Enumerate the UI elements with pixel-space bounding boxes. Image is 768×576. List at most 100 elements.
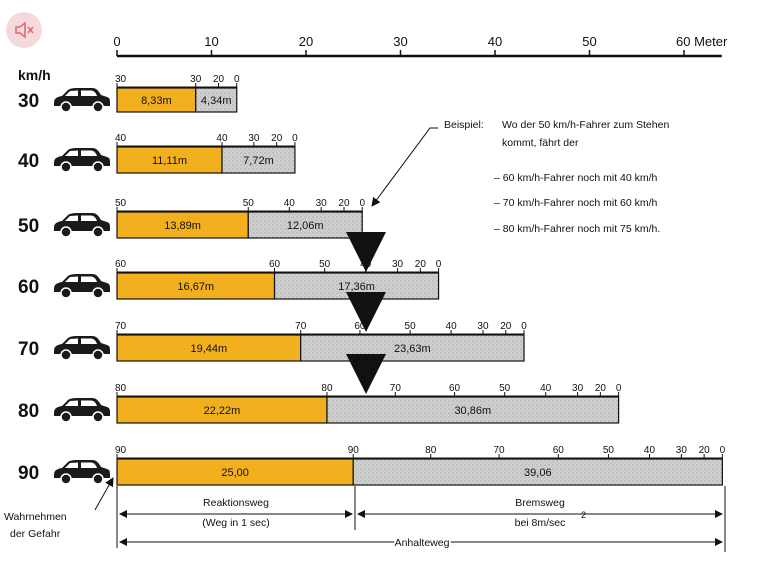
scale-tick-label: 60 Meter	[676, 34, 728, 49]
speed-ruler: 50 50 40 30 20 0	[115, 198, 365, 212]
speed-ruler-label: 40	[540, 383, 552, 394]
speed-ruler-label: 20	[415, 259, 427, 270]
speed-ruler-label: 50	[603, 445, 615, 456]
speed-label: 30	[18, 91, 39, 112]
vehicle-row-50: 50 13,89m 12,06m 50 50 40 30 20 0	[18, 198, 365, 239]
braking-distance-bar	[247, 211, 363, 239]
scale-tick-label: 10	[204, 34, 218, 49]
reaction-distance-bar	[116, 146, 223, 174]
speed-ruler-label: 30	[190, 74, 202, 85]
speed-ruler-label: 70	[115, 321, 127, 332]
speed-ruler-label: 0	[436, 259, 442, 270]
speed-ruler-label: 70	[295, 321, 307, 332]
braking-distance-label: 4,34m	[201, 95, 232, 107]
reaction-distance-label: 11,11m	[152, 155, 187, 167]
car-icon	[54, 336, 110, 361]
speed-ruler-label: 30	[477, 321, 489, 332]
car-icon	[54, 148, 110, 173]
speed-ruler-label: 50	[499, 383, 511, 394]
speed-ruler: 80 80 70 60 50 40 30 20 0	[115, 383, 622, 397]
reaction-label-line-1: Reaktionsweg	[203, 497, 269, 509]
reaction-distance-bar	[116, 458, 354, 486]
speed-ruler-label: 60	[553, 445, 565, 456]
speed-ruler-label: 60	[269, 259, 281, 270]
speed-ruler-label: 0	[521, 321, 527, 332]
speed-ruler-label: 20	[213, 74, 225, 85]
reaction-distance-label: 8,33m	[141, 95, 172, 107]
vehicle-rows: 30 8,33m 4,34m 30 30 20 0 40 11,11m 7,72m 40 40 30 20…	[18, 74, 726, 486]
speed-label: 60	[18, 277, 39, 298]
reaction-distance-label: 13,89m	[164, 220, 201, 232]
speed-ruler-label: 0	[292, 133, 298, 144]
speed-ruler: 90 90 80 70 60 50 40 30 20 0	[115, 445, 726, 459]
top-distance-scale: 0 10 20 30 40 50 60 Meter	[113, 34, 728, 58]
reaction-distance-label: 25,00	[221, 467, 249, 479]
speed-ruler-label: 30	[248, 133, 260, 144]
speed-ruler-label: 80	[321, 383, 333, 394]
braking-label-line-1: Bremsweg	[515, 497, 565, 509]
braking-distance-bar	[352, 458, 723, 486]
braking-distance-label: 30,86m	[454, 405, 491, 417]
reaction-distance-bar	[116, 396, 328, 424]
example-line-1: Wo der 50 km/h-Fahrer zum Stehen	[502, 119, 669, 131]
speed-ruler-label: 90	[115, 445, 127, 456]
car-icon	[54, 88, 110, 113]
speed-ruler-label: 50	[115, 198, 127, 209]
reaction-label-line-2: (Weg in 1 sec)	[202, 517, 270, 529]
speed-ruler-label: 0	[359, 198, 365, 209]
speed-ruler: 40 40 30 20 0	[115, 133, 298, 147]
braking-distance-label: 17,36m	[338, 281, 375, 293]
vehicle-row-80: 80 22,22m 30,86m 80 80 70 60 50 40 30 20 0	[18, 383, 622, 424]
reaction-distance-label: 22,22m	[204, 405, 241, 417]
speed-ruler-label: 50	[319, 259, 331, 270]
speed-ruler-label: 0	[234, 74, 240, 85]
scale-tick-label: 40	[488, 34, 502, 49]
speed-ruler-label: 40	[216, 133, 228, 144]
speed-ruler-label: 50	[405, 321, 417, 332]
braking-distance-label: 39,06	[524, 467, 552, 479]
speed-ruler-label: 50	[243, 198, 255, 209]
speed-ruler-label: 80	[115, 383, 127, 394]
example-item-70: – 70 km/h-Fahrer noch mit 60 km/h	[494, 197, 658, 209]
braking-label-line-2: bei 8m/sec	[515, 517, 566, 529]
braking-distance-bar	[221, 146, 296, 174]
braking-distance-label: 7,72m	[243, 155, 274, 167]
speed-ruler-label: 30	[392, 259, 404, 270]
speed-ruler: 70 70 60 50 40 30 20 0	[115, 321, 527, 335]
speed-label: 50	[18, 216, 39, 237]
example-item-60: – 60 km/h-Fahrer noch mit 40 km/h	[494, 172, 658, 184]
reaction-distance-bar	[116, 334, 302, 362]
braking-label-superscript: 2	[581, 510, 586, 520]
example-item-80: – 80 km/h-Fahrer noch mit 75 km/h.	[494, 223, 660, 235]
scale-tick-label: 20	[299, 34, 313, 49]
speed-ruler-label: 60	[449, 383, 461, 394]
braking-distance-bar	[195, 87, 238, 113]
perception-label-line-2: der Gefahr	[10, 528, 61, 540]
stopping-distance-label: Anhalteweg	[395, 537, 450, 549]
scale-tick-label: 0	[113, 34, 120, 49]
speed-ruler-label: 40	[284, 198, 296, 209]
speed-ruler-label: 20	[595, 383, 607, 394]
speed-ruler: 6060504030200	[115, 259, 442, 273]
braking-distance-label: 23,63m	[394, 343, 431, 355]
speed-label: 40	[18, 151, 39, 172]
speed-ruler-label: 20	[699, 445, 711, 456]
speed-ruler-label: 70	[494, 445, 506, 456]
car-icon	[54, 398, 110, 423]
speed-ruler-label: 40	[644, 445, 656, 456]
mute-button[interactable]	[6, 12, 42, 48]
speed-ruler-label: 30	[572, 383, 584, 394]
speed-ruler-label: 0	[720, 445, 726, 456]
speed-ruler: 30 30 20 0	[115, 74, 240, 88]
speed-ruler-label: 30	[316, 198, 328, 209]
speed-ruler-label: 20	[500, 321, 512, 332]
scale-tick-label: 50	[582, 34, 596, 49]
speaker-mute-icon	[15, 21, 34, 39]
car-icon	[54, 274, 110, 299]
speed-ruler-label: 30	[676, 445, 688, 456]
car-icon	[54, 213, 110, 238]
speed-label: 70	[18, 339, 39, 360]
